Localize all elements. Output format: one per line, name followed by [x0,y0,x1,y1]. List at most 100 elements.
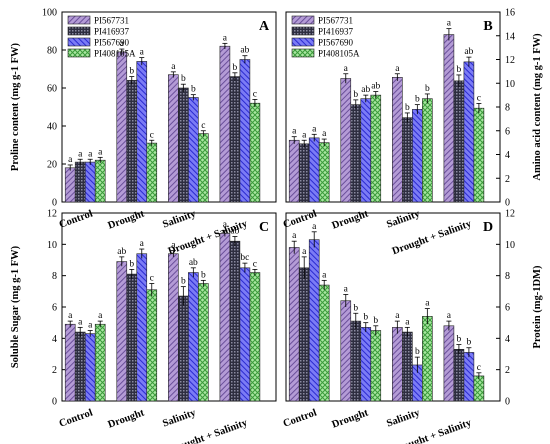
legend-swatch-pi408105a [67,48,91,58]
significance-label: c [201,121,205,131]
bar-pi416937 [298,143,310,203]
x-category-label: Drought [107,407,147,430]
bar-pi567731 [392,327,403,402]
y-tick-label: 8 [52,271,57,282]
bar-pi567731 [64,323,76,402]
bar-pi416937 [74,331,86,402]
legend-label: PI567690 [318,38,354,48]
legend-label: PI408105A [318,49,360,59]
y-tick-label: 2 [505,174,510,185]
y-tick-label: 0 [505,397,510,408]
legend-label: PI408105A [94,49,136,59]
bar-pi567731 [64,167,76,203]
y-tick-label: 80 [47,46,57,57]
x-category-label: Control [282,407,319,429]
significance-label: a [395,311,400,321]
bar-pi408105a [249,102,261,203]
bar-pi567731 [392,77,403,203]
bar-pi567731 [168,253,179,402]
significance-label: a [140,48,145,58]
y-tick-label: 4 [52,334,57,345]
significance-label: a [292,127,297,137]
significance-label: a [395,64,400,74]
significance-label: b [181,74,186,84]
bar-pi567690 [308,137,320,203]
bar-pi416937 [229,240,241,402]
bar-pi567690 [188,272,199,402]
bar-pi408105a [198,133,209,203]
bar-pi567731 [116,261,128,402]
bar-pi408105a [422,98,433,203]
significance-label: b [201,270,206,280]
significance-label: a [312,222,317,232]
significance-label: a [447,19,452,29]
bar-pi567690 [84,161,96,203]
legend-label: PI416937 [318,27,354,37]
bar-pi408105a [370,330,382,402]
significance-label: a [223,220,228,230]
bar-pi416937 [453,80,465,203]
bar-pi408105a [422,316,433,402]
y-axis-label: Proline content (mg g-1 FW) [10,42,21,171]
bar-pi567690 [308,239,320,402]
bar-pi567731 [340,300,352,402]
significance-label: c [150,130,154,140]
y-tick-label: 10 [505,240,515,251]
significance-label: a [447,311,452,321]
legend-label: PI567731 [94,16,129,26]
bar-pi408105a [318,142,330,203]
significance-label: a [140,239,145,249]
x-category-label: Drought [331,208,371,231]
significance-label: ab [371,82,380,92]
significance-label: a [98,311,103,321]
y-tick-label: 6 [52,303,57,314]
significance-label: a [322,129,327,139]
legend-swatch-pi408105a [291,48,315,58]
significance-label: ab [189,258,198,268]
bar-pi567731 [288,247,300,402]
significance-label: c [477,363,481,373]
panel-letter: A [259,19,270,34]
bar-pi567690 [360,327,372,402]
y-tick-label: 0 [505,198,510,209]
y-axis-label: Soluble Sugar (mg g-1 FW) [10,245,21,368]
y-tick-label: 10 [47,240,57,251]
x-category-label: Salinity [385,208,422,230]
significance-label: a [171,62,176,72]
y-tick-label: 12 [505,55,515,66]
significance-label: a [322,270,327,280]
significance-label: ab [240,46,249,56]
significance-label: b [467,338,472,348]
y-tick-label: 60 [47,84,57,95]
y-tick-label: 16 [505,8,515,19]
legend-label: PI416937 [94,27,130,37]
bar-pi416937 [178,87,189,203]
y-tick-label: 10 [505,79,515,90]
significance-label: a [292,231,297,241]
significance-label: a [88,321,93,331]
panel-letter: C [259,220,269,235]
bar-pi416937 [178,295,189,402]
y-tick-label: 8 [505,103,510,114]
significance-label: b [353,90,358,100]
significance-label: b [425,84,430,94]
x-category-label: Drought [107,208,147,231]
bar-pi416937 [453,348,465,402]
bar-pi408105a [249,272,261,402]
y-tick-label: 40 [47,122,57,133]
bar-pi567690 [84,333,96,402]
bar-pi567690 [239,59,251,203]
x-category-label: Salinity [161,407,198,429]
y-tick-label: 6 [505,126,510,137]
bar-pi408105a [318,284,330,402]
x-category-label: Control [58,208,95,230]
bar-pi567731 [116,51,128,203]
bar-pi408105a [146,289,158,402]
x-category-label: Drought [331,407,371,430]
y-axis-label: Amino acid content (mg g-1 FW) [532,33,543,181]
significance-label: c [477,93,481,103]
significance-label: a [344,284,349,294]
significance-label: b [405,103,410,113]
